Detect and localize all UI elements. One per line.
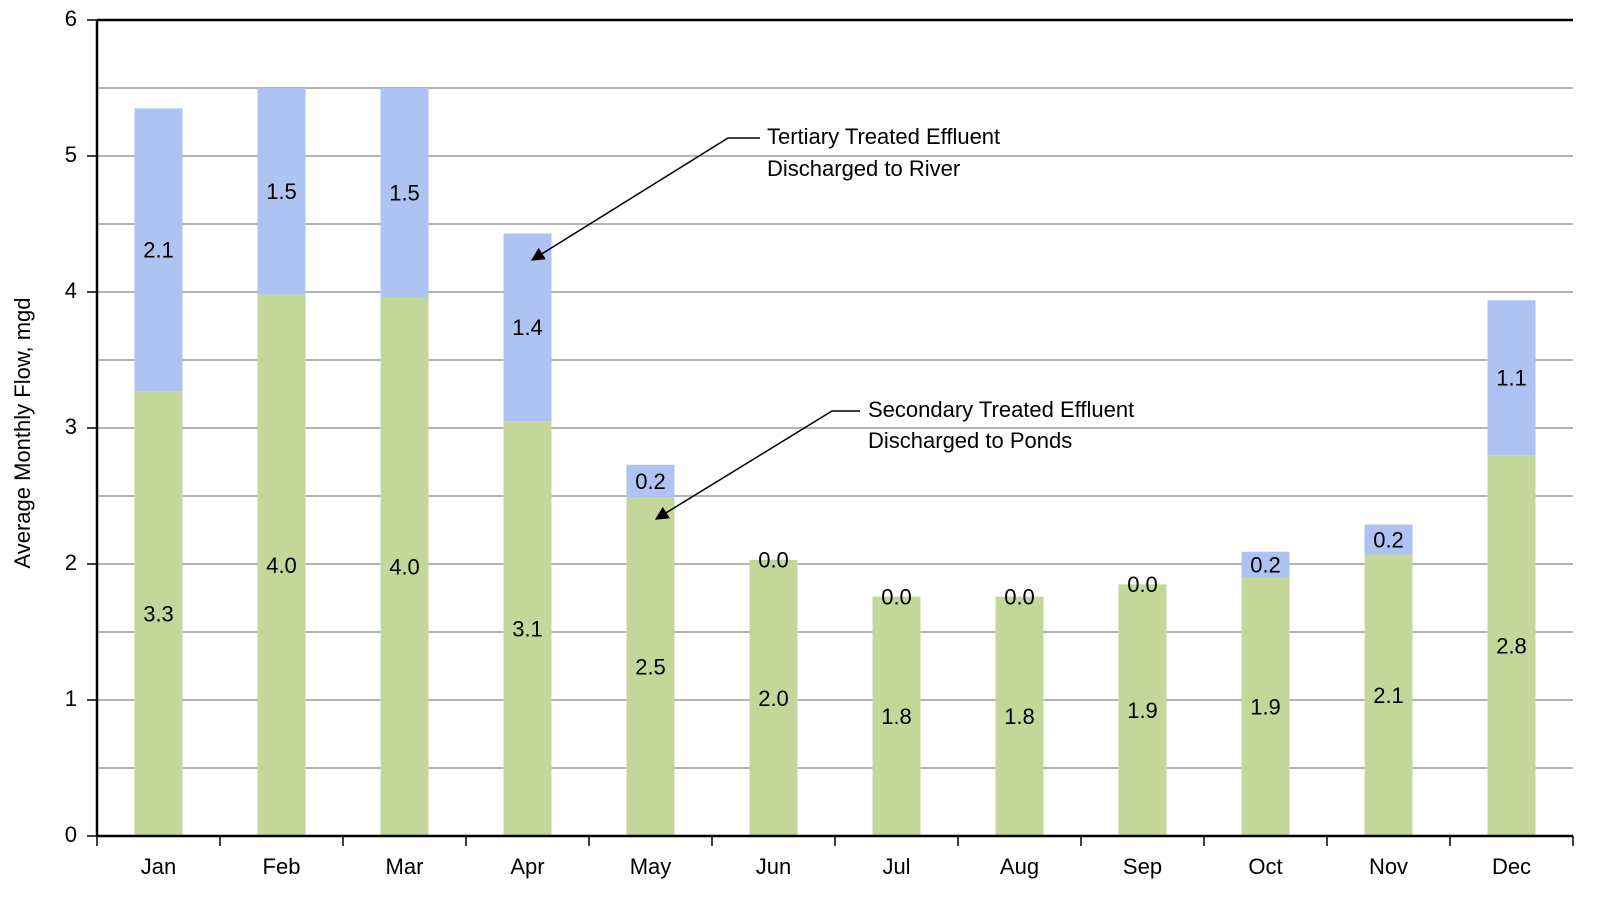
annotation-text: Tertiary Treated Effluent xyxy=(767,124,1000,149)
data-label: 2.1 xyxy=(1373,683,1404,708)
bar-segment xyxy=(1241,577,1290,836)
annotation-arrow xyxy=(654,410,860,520)
x-tick-label: Jul xyxy=(882,854,910,879)
data-label: 4.0 xyxy=(266,553,297,578)
data-label: 2.0 xyxy=(758,686,789,711)
data-label: 2.1 xyxy=(143,238,174,263)
data-label: 3.3 xyxy=(143,601,174,626)
data-label: 4.0 xyxy=(389,555,420,580)
bar-segment xyxy=(1487,455,1536,836)
bar-segment xyxy=(872,596,921,836)
bar-segment xyxy=(995,596,1044,836)
bar-segment xyxy=(380,297,429,836)
bar-segment xyxy=(1241,551,1290,578)
data-label: 1.8 xyxy=(881,704,912,729)
annotation-text: Secondary Treated Effluent xyxy=(868,397,1134,422)
annotation-arrow xyxy=(530,137,760,261)
data-label: 0.0 xyxy=(881,584,912,609)
data-label: 1.4 xyxy=(512,315,543,340)
bar-segment xyxy=(1364,554,1413,836)
data-label: 0.0 xyxy=(1004,584,1035,609)
y-tick-label: 0 xyxy=(65,822,77,847)
y-tick-label: 1 xyxy=(65,686,77,711)
x-tick-label: Dec xyxy=(1492,854,1531,879)
data-label: 1.5 xyxy=(266,179,297,204)
x-tick-label: Aug xyxy=(1000,854,1039,879)
x-tick-label: Feb xyxy=(263,854,301,879)
data-label: 0.2 xyxy=(635,469,666,494)
data-label: 0.2 xyxy=(1250,552,1281,577)
data-label: 2.8 xyxy=(1496,633,1527,658)
x-tick-label: Oct xyxy=(1248,854,1282,879)
data-label: 1.5 xyxy=(389,181,420,206)
bar-segment xyxy=(503,233,552,422)
data-label: 0.0 xyxy=(1127,572,1158,597)
y-tick-label: 6 xyxy=(65,6,77,31)
data-label: 3.1 xyxy=(512,616,543,641)
annotation-text: Discharged to River xyxy=(767,156,960,181)
bar-segment xyxy=(134,108,183,392)
data-label: 2.5 xyxy=(635,654,666,679)
bar-segment xyxy=(1487,300,1536,456)
x-tick-label: Apr xyxy=(510,854,544,879)
y-tick-label: 4 xyxy=(65,278,77,303)
x-tick-label: Jan xyxy=(141,854,176,879)
bar-segment xyxy=(257,88,306,295)
data-label: 1.8 xyxy=(1004,704,1035,729)
bar-segment xyxy=(257,294,306,837)
data-label: 1.1 xyxy=(1496,365,1527,390)
data-label: 1.9 xyxy=(1250,695,1281,720)
bar-segment xyxy=(503,421,552,836)
bars xyxy=(134,88,1536,837)
x-tick-label: Mar xyxy=(386,854,424,879)
y-axis-title: Average Monthly Flow, mgd xyxy=(10,297,35,568)
y-tick-label: 5 xyxy=(65,142,77,167)
data-label: 0.0 xyxy=(758,548,789,573)
y-tick-label: 3 xyxy=(65,414,77,439)
annotations: Tertiary Treated Effluent Discharged to … xyxy=(530,124,1134,520)
bar-segment xyxy=(380,88,429,298)
bar-segment xyxy=(134,391,183,836)
bar-segment xyxy=(1364,524,1413,555)
data-label: 1.9 xyxy=(1127,698,1158,723)
data-label: 0.2 xyxy=(1373,527,1404,552)
x-tick-label: May xyxy=(630,854,672,879)
x-tick-label: Nov xyxy=(1369,854,1408,879)
x-tick-label: Jun xyxy=(756,854,791,879)
bar-segment xyxy=(626,464,675,498)
x-tick-label: Sep xyxy=(1123,854,1162,879)
bar-segment xyxy=(1118,584,1167,836)
bar-segment xyxy=(749,559,798,836)
bar-segment xyxy=(626,497,675,836)
y-tick-label: 2 xyxy=(65,550,77,575)
annotation-text: Discharged to Ponds xyxy=(868,428,1072,453)
